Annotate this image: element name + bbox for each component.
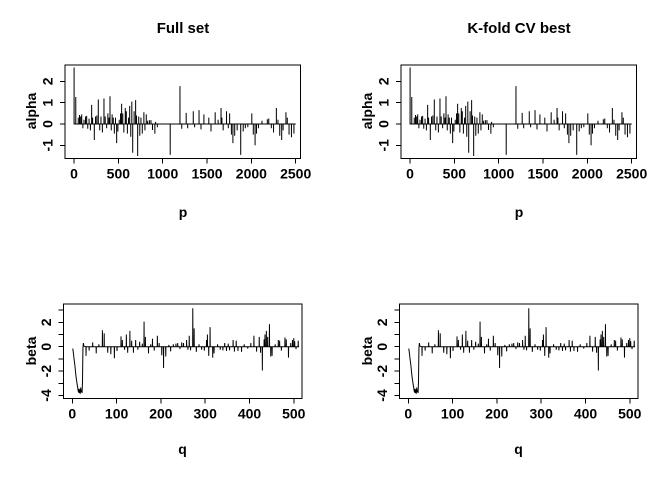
svg-text:2: 2 <box>376 77 392 85</box>
svg-text:1500: 1500 <box>527 165 558 181</box>
svg-text:2: 2 <box>374 318 390 326</box>
svg-text:200: 200 <box>149 405 173 421</box>
svg-text:300: 300 <box>194 405 218 421</box>
panel-full-set-alpha: Full set alpha p 0 500 1000 1500 2000 2500 -1 0… <box>0 0 336 240</box>
svg-text:2500: 2500 <box>616 165 647 181</box>
svg-text:-2: -2 <box>38 365 54 378</box>
svg-text:-1: -1 <box>376 139 392 152</box>
svg-text:0: 0 <box>404 405 412 421</box>
svg-text:0: 0 <box>70 165 78 181</box>
svg-text:1: 1 <box>376 99 392 107</box>
x-axis-label: q <box>514 441 523 457</box>
svg-text:1000: 1000 <box>483 165 514 181</box>
panel-kfold-alpha: K-fold CV best alpha p 0 500 1000 1500 2000 2… <box>336 0 672 240</box>
plot-area-alpha-kfold: 0 500 1000 1500 2000 2500 -1 0 1 2 <box>376 64 647 181</box>
svg-text:0: 0 <box>40 120 56 128</box>
svg-text:500: 500 <box>282 405 306 421</box>
svg-text:0: 0 <box>68 405 76 421</box>
panel-title: Full set <box>156 20 210 37</box>
svg-text:2000: 2000 <box>236 165 267 181</box>
svg-text:400: 400 <box>238 405 262 421</box>
svg-text:100: 100 <box>441 405 465 421</box>
panel-full-set-beta: beta q 0 100 200 300 400 500 2 0 -2 -4 <box>0 240 336 480</box>
svg-text:2: 2 <box>40 77 56 85</box>
svg-text:2000: 2000 <box>572 165 603 181</box>
svg-text:2500: 2500 <box>280 165 311 181</box>
plot-area-beta-kfold: 0 100 200 300 400 500 2 0 -2 -4 <box>374 303 642 421</box>
svg-text:400: 400 <box>574 405 598 421</box>
x-axis-label: q <box>178 441 187 457</box>
svg-text:1500: 1500 <box>191 165 222 181</box>
plot-area-beta-full: 0 100 200 300 400 500 2 0 -2 -4 <box>38 303 306 421</box>
panel-kfold-beta: beta q 0 100 200 300 400 500 2 0 -2 -4 <box>336 240 672 480</box>
svg-text:-1: -1 <box>40 139 56 152</box>
svg-text:200: 200 <box>485 405 509 421</box>
svg-text:500: 500 <box>618 405 642 421</box>
svg-text:300: 300 <box>530 405 554 421</box>
x-axis-label: p <box>178 204 188 220</box>
svg-text:-2: -2 <box>374 365 390 378</box>
svg-text:0: 0 <box>406 165 414 181</box>
svg-text:500: 500 <box>443 165 467 181</box>
svg-text:-4: -4 <box>374 389 390 402</box>
panel-title: K-fold CV best <box>467 20 571 37</box>
svg-text:-4: -4 <box>38 389 54 402</box>
svg-text:100: 100 <box>105 405 129 421</box>
x-axis-label: p <box>514 204 524 220</box>
svg-text:0: 0 <box>38 343 54 351</box>
svg-text:1000: 1000 <box>147 165 178 181</box>
svg-text:500: 500 <box>107 165 131 181</box>
plot-area-alpha-full: 0 500 1000 1500 2000 2500 -1 0 1 2 <box>40 64 311 181</box>
svg-text:1: 1 <box>40 99 56 107</box>
svg-text:0: 0 <box>376 120 392 128</box>
svg-text:2: 2 <box>38 318 54 326</box>
svg-text:0: 0 <box>374 343 390 351</box>
